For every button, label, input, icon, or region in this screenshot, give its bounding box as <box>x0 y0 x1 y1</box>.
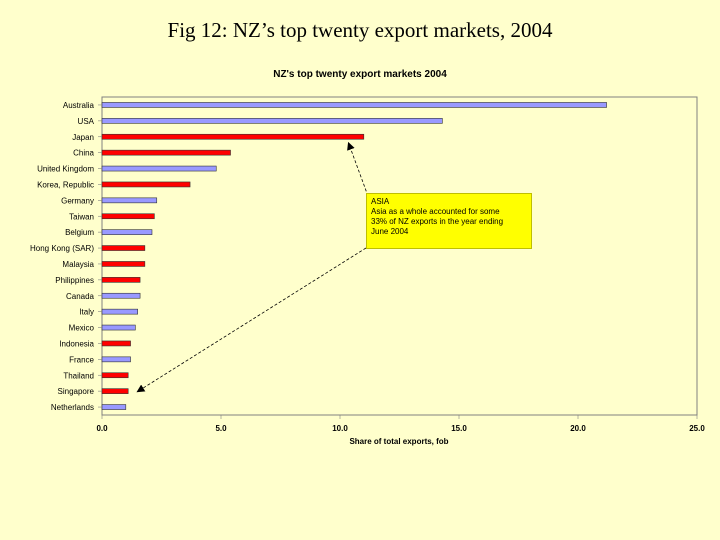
plot-area <box>101 96 698 416</box>
category-label: Canada <box>66 292 95 301</box>
x-tick-label: 25.0 <box>689 424 705 433</box>
category-label: Germany <box>61 196 94 205</box>
x-tick-label: 15.0 <box>451 424 467 433</box>
bar-japan <box>101 133 365 140</box>
bar-france <box>101 356 131 363</box>
category-label: Singapore <box>58 387 95 396</box>
category-label: China <box>73 149 94 158</box>
category-label: Australia <box>63 101 95 110</box>
chart-title: NZ's top twenty export markets 2004 <box>273 69 447 80</box>
category-label: Hong Kong (SAR) <box>30 244 94 253</box>
bar-mexico <box>101 324 136 331</box>
bar-korea-republic <box>101 181 191 188</box>
annotation-line-1: Asia as a whole accounted for some <box>371 207 500 216</box>
bar-hong-kong-sar <box>101 245 146 251</box>
bar-philippines <box>101 277 141 283</box>
category-label: USA <box>78 117 95 126</box>
bar-italy <box>101 308 139 315</box>
category-label: Netherlands <box>51 403 94 412</box>
annotation-arrows <box>136 141 369 393</box>
bar-usa <box>101 118 443 124</box>
x-tick-label: 20.0 <box>570 424 586 433</box>
bar-united-kingdom <box>101 165 217 172</box>
category-label: Japan <box>72 133 94 142</box>
annotation-line-3: June 2004 <box>371 227 409 236</box>
bar-malaysia <box>101 261 146 267</box>
bar-australia <box>101 102 607 108</box>
category-label: Indonesia <box>59 339 94 348</box>
slide-title: Fig 12: NZ’s top twenty export markets, … <box>167 18 553 42</box>
bars <box>101 102 607 410</box>
x-tick-label: 0.0 <box>96 424 108 433</box>
bar-singapore <box>101 388 129 394</box>
category-labels: Australia USA Japan China United Kingdom Kore… <box>30 101 102 412</box>
category-label: Thailand <box>63 371 94 380</box>
annotation-title: ASIA <box>371 197 390 206</box>
plot-frame <box>101 96 698 416</box>
bar-china <box>101 149 231 156</box>
x-tick-labels: 0.0 5.0 10.0 15.0 20.0 25.0 <box>96 415 705 433</box>
bar-belgium <box>101 229 153 235</box>
category-label: Malaysia <box>62 260 94 269</box>
annotation-line-2: 33% of NZ exports in the year ending <box>371 217 504 226</box>
arrow-to-top-asia-bar <box>347 141 369 197</box>
category-label: United Kingdom <box>37 165 94 174</box>
x-axis-title: Share of total exports, fob <box>349 437 448 446</box>
bar-thailand <box>101 372 129 379</box>
category-label: France <box>69 355 94 364</box>
bar-taiwan <box>101 213 155 220</box>
category-label: Korea, Republic <box>37 180 94 189</box>
bar-indonesia <box>101 340 131 347</box>
category-label: Taiwan <box>69 212 94 221</box>
category-label: Italy <box>79 308 94 317</box>
x-tick-label: 10.0 <box>332 424 348 433</box>
x-tick-label: 5.0 <box>215 424 227 433</box>
category-label: Belgium <box>65 228 94 237</box>
bar-canada <box>101 292 141 299</box>
category-label: Mexico <box>69 324 95 333</box>
asia-annotation-box: ASIA Asia as a whole accounted for some … <box>366 193 532 249</box>
arrow-to-bottom-asia-bar <box>136 247 367 393</box>
bar-germany <box>101 197 158 204</box>
bar-netherlands <box>101 404 127 410</box>
category-label: Philippines <box>55 276 94 285</box>
